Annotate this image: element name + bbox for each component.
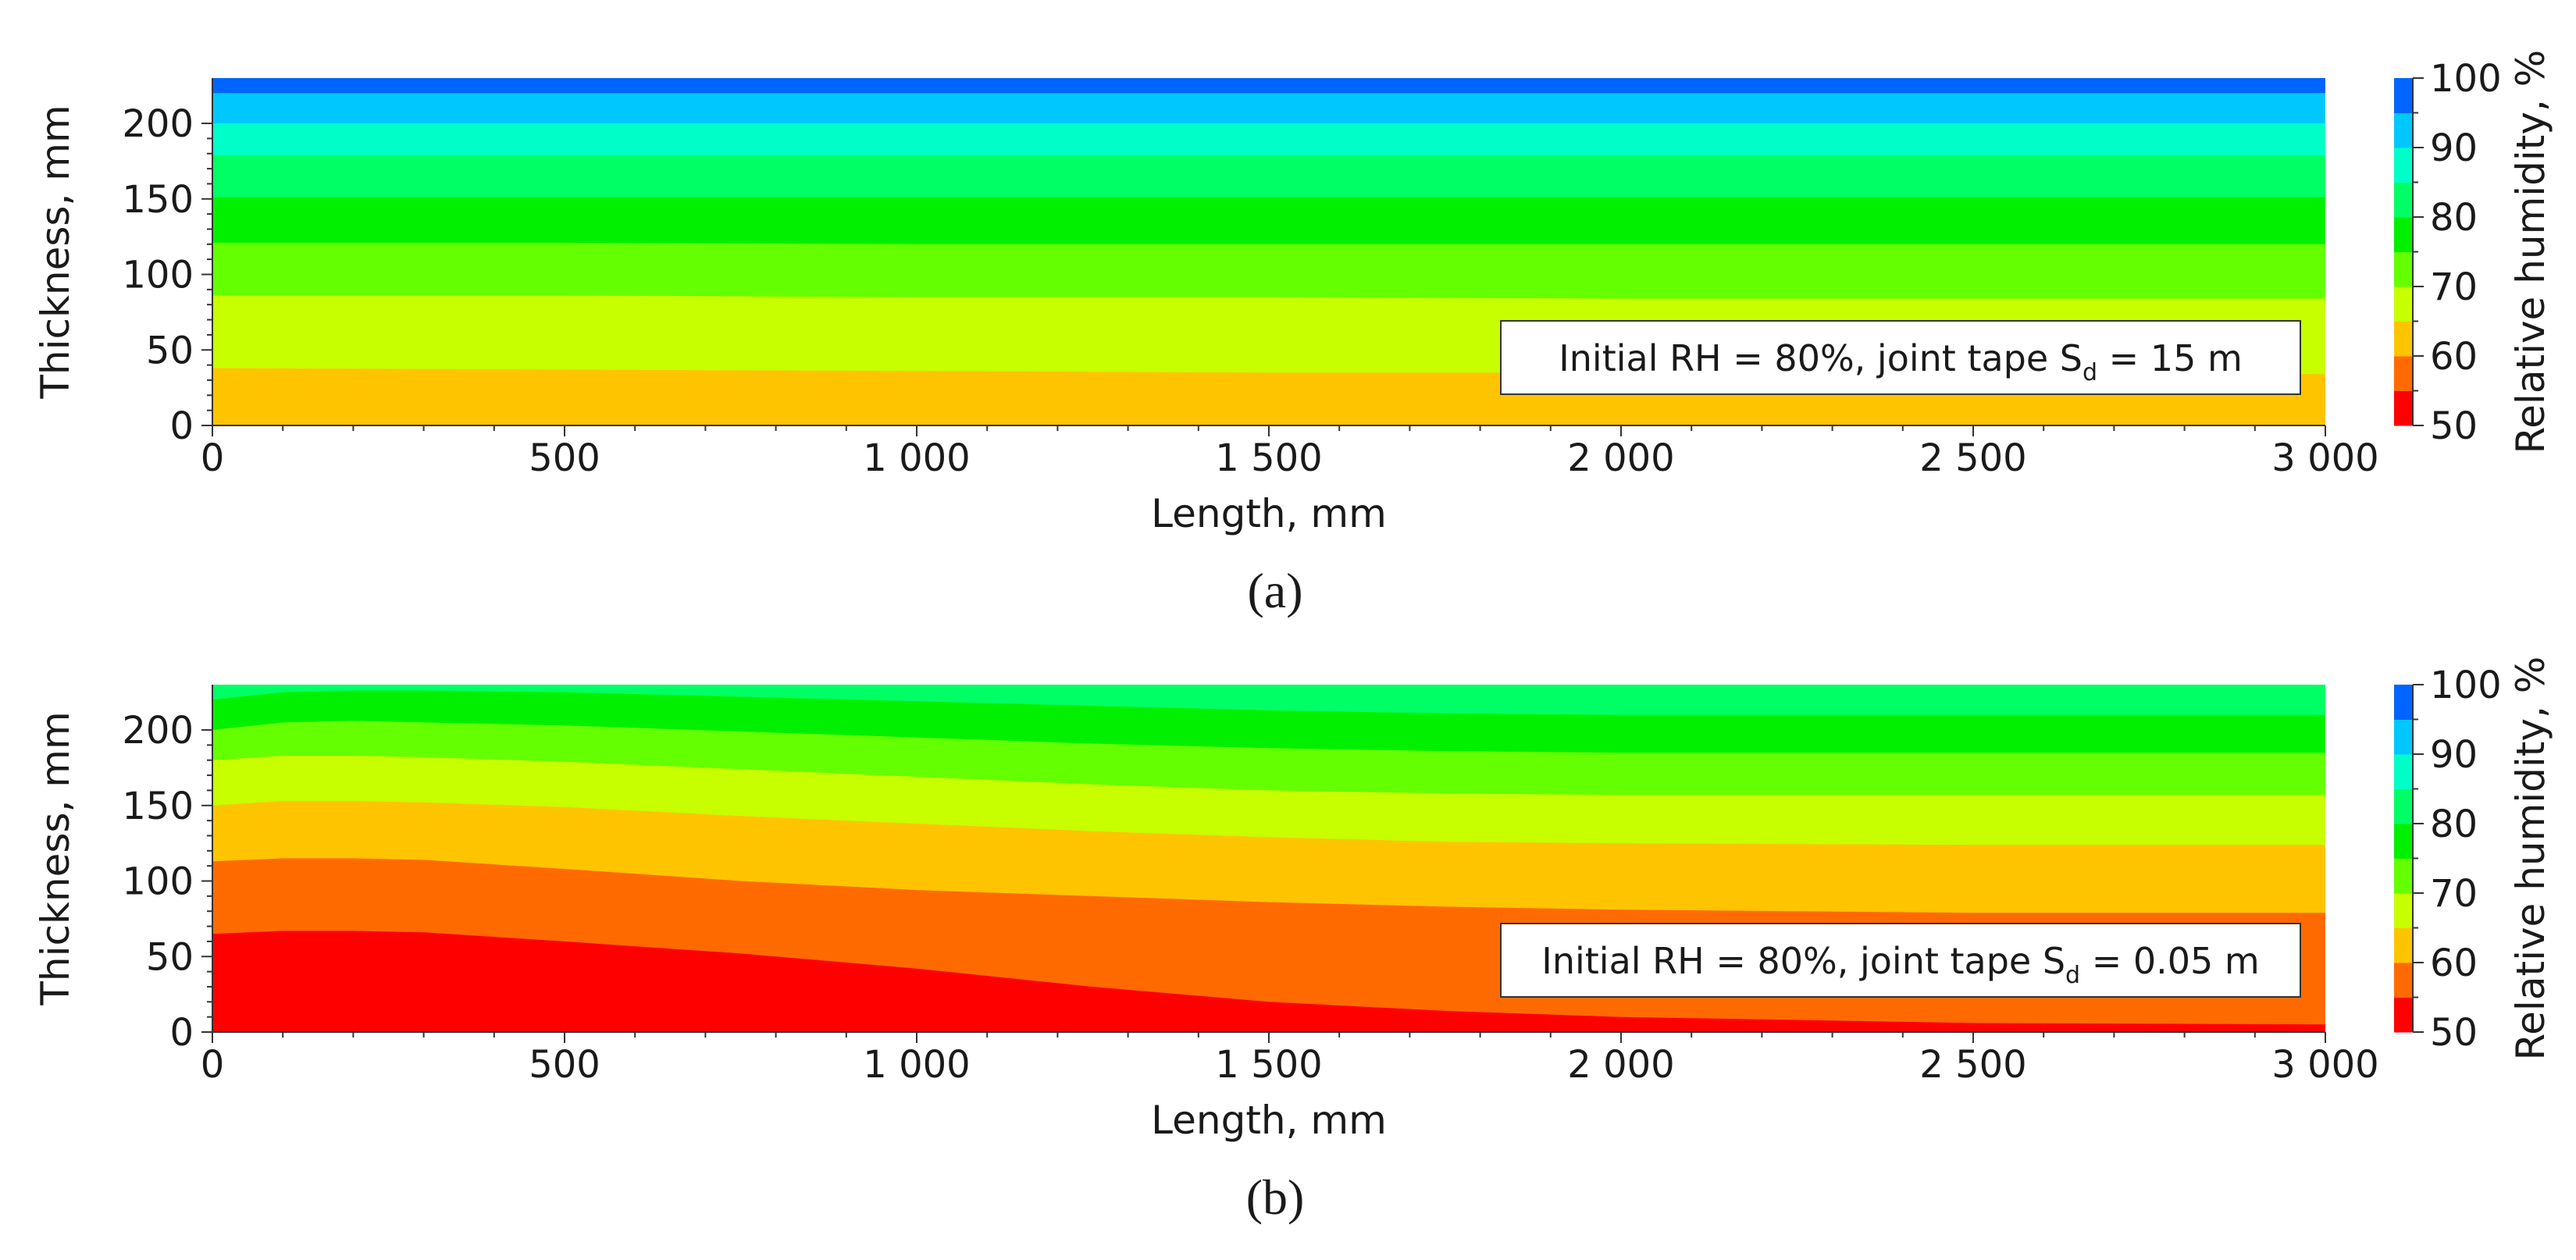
x-tick-label: 3 000 [2271, 436, 2378, 480]
colorbar-swatch-60 [2394, 927, 2413, 963]
colorbar-swatch-85 [2394, 148, 2413, 183]
y-tick-label: 50 [146, 935, 194, 979]
colorbar-title: Relative humidity, % [2508, 50, 2553, 454]
colorbar-swatch-50 [2394, 390, 2413, 426]
colorbar-swatch-75 [2394, 824, 2413, 859]
colorbar-tick-label: 70 [2430, 265, 2478, 309]
colorbar-tick-label: 100 [2430, 57, 2502, 101]
colorbar-swatch-90 [2394, 719, 2413, 755]
y-tick-label: 0 [169, 1011, 194, 1055]
colorbar-tick-label: 50 [2430, 1011, 2478, 1055]
colorbar-tick-label: 80 [2430, 196, 2478, 240]
colorbar-swatch-95 [2394, 685, 2413, 720]
colorbar-tick-label: 60 [2430, 941, 2478, 985]
colorbar-tick-label: 60 [2430, 335, 2478, 379]
y-tick-label: 200 [122, 709, 194, 753]
colorbar-tick-label: 70 [2430, 872, 2478, 916]
x-tick-label: 500 [529, 436, 600, 480]
colorbar-swatch-90 [2394, 112, 2413, 148]
y-tick-label: 100 [122, 860, 194, 904]
x-tick-label: 1 000 [863, 1043, 970, 1087]
colorbar-swatch-85 [2394, 754, 2413, 789]
x-tick-label: 2 000 [1567, 436, 1674, 480]
x-tick-label: 3 000 [2271, 1043, 2378, 1087]
colorbar-swatch-65 [2394, 287, 2413, 322]
annotation-prefix: Initial RH = 80%, joint tape S [1541, 940, 2065, 982]
y-axis-title: Thickness, mm [33, 711, 78, 1006]
annotation-box [1500, 320, 2301, 395]
y-tick-label: 50 [146, 329, 194, 372]
y-tick-label: 200 [122, 102, 194, 146]
annotation-text: Initial RH = 80%, joint tape Sd = 15 m [1559, 337, 2243, 386]
y-tick-label: 150 [122, 178, 194, 222]
x-tick-label: 2 500 [1919, 436, 2026, 480]
y-tick-label: 0 [169, 404, 194, 448]
colorbar-swatch-65 [2394, 893, 2413, 928]
panel-label: (b) [1246, 1169, 1305, 1225]
x-tick-label: 0 [201, 436, 225, 480]
annotation-box [1500, 923, 2301, 998]
colorbar-swatch-50 [2394, 997, 2413, 1033]
x-tick-label: 2 500 [1919, 1043, 2026, 1087]
colorbar-swatch-60 [2394, 321, 2413, 357]
colorbar-tick-label: 90 [2430, 126, 2478, 170]
x-tick-label: 1 000 [863, 436, 970, 480]
x-tick-label: 2 000 [1567, 1043, 1674, 1087]
x-tick-label: 1 500 [1215, 436, 1322, 480]
colorbar-tick-label: 80 [2430, 803, 2478, 846]
x-tick-label: 0 [201, 1043, 225, 1087]
annotation-subscript: d [2083, 359, 2097, 386]
x-tick-label: 1 500 [1215, 1043, 1322, 1087]
annotation-suffix: = 0.05 m [2080, 940, 2260, 982]
y-tick-label: 100 [122, 254, 194, 297]
annotation-text: Initial RH = 80%, joint tape Sd = 0.05 m [1541, 940, 2259, 989]
x-axis-title: Length, mm [1151, 1098, 1387, 1143]
y-axis-title: Thickness, mm [33, 105, 78, 399]
contour-band-95 [212, 78, 2325, 94]
x-tick-label: 500 [529, 1043, 600, 1087]
colorbar-tick-label: 90 [2430, 733, 2478, 777]
colorbar-swatch-80 [2394, 182, 2413, 218]
colorbar-swatch-55 [2394, 356, 2413, 391]
colorbar-title: Relative humidity, % [2508, 657, 2553, 1061]
x-axis-title: Length, mm [1151, 491, 1387, 536]
y-tick-label: 150 [122, 785, 194, 828]
colorbar-swatch-70 [2394, 858, 2413, 894]
contour-band-80 [212, 685, 2325, 715]
colorbar-tick-label: 100 [2430, 664, 2502, 707]
panel-label: (a) [1247, 563, 1302, 618]
colorbar-swatch-55 [2394, 963, 2413, 998]
colorbar-swatch-70 [2394, 251, 2413, 287]
colorbar-swatch-80 [2394, 788, 2413, 824]
colorbar-swatch-75 [2394, 217, 2413, 252]
annotation-prefix: Initial RH = 80%, joint tape S [1559, 337, 2083, 379]
panel-b: 0 500 1 000 1 500 2 000 2 500 3 000 0 50 100 150 20… [33, 657, 2553, 1225]
annotation-suffix: = 15 m [2097, 337, 2243, 379]
annotation-subscript: d [2065, 962, 2080, 989]
colorbar-swatch-95 [2394, 78, 2413, 113]
panel-a: 0 500 1 000 1 500 2 000 2 500 3 000 0 50 100 150 20… [33, 50, 2553, 618]
colorbar-tick-label: 50 [2430, 404, 2478, 448]
